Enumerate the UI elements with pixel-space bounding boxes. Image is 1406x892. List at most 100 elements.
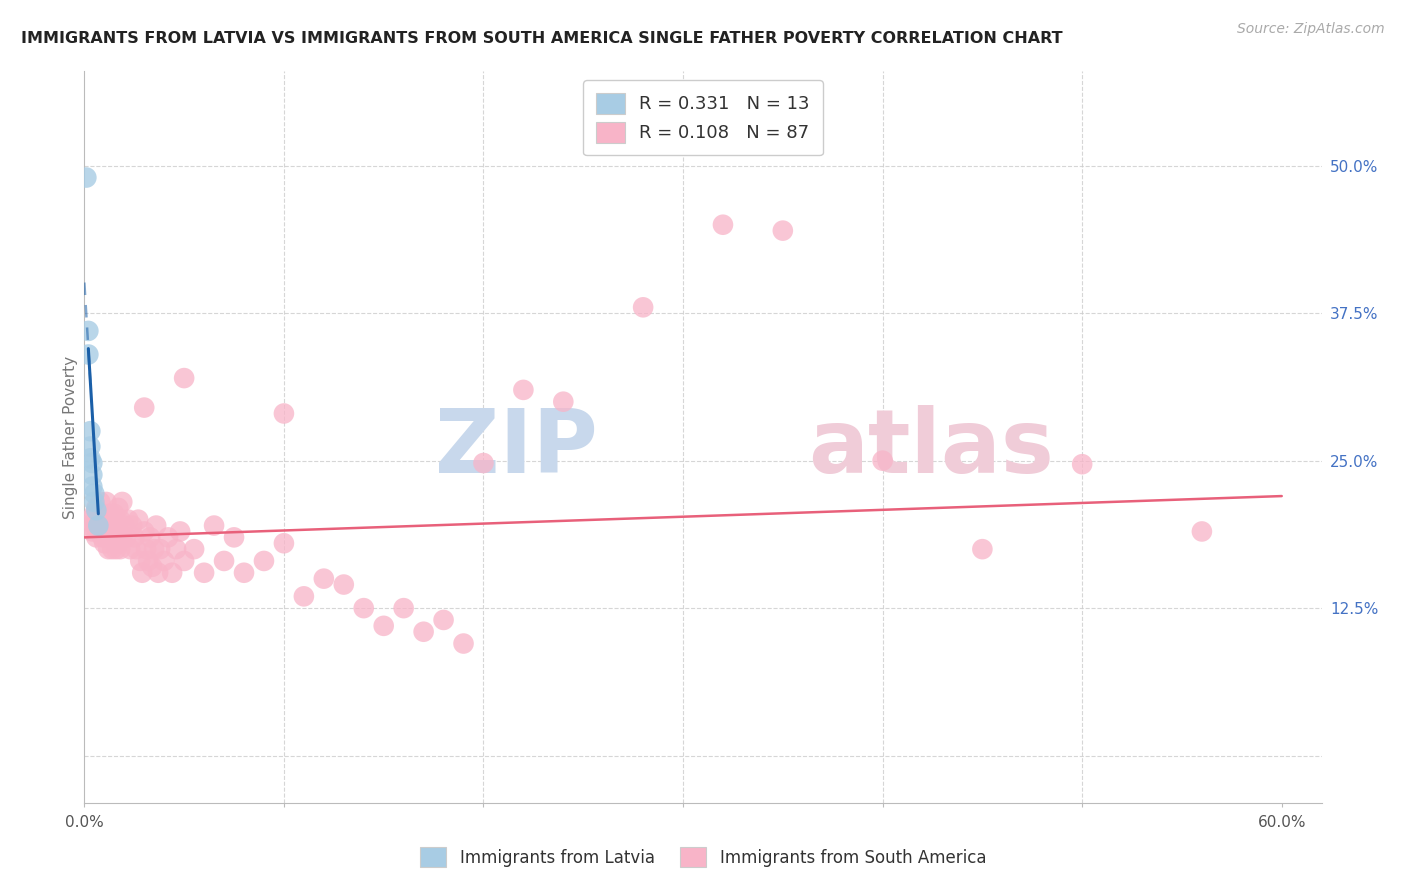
Point — [129, 554, 152, 568]
Point — [412, 624, 434, 639]
Point — [392, 601, 415, 615]
Point — [233, 566, 256, 580]
Point — [111, 530, 134, 544]
Point — [115, 530, 138, 544]
Point — [77, 324, 100, 338]
Point — [83, 495, 105, 509]
Point — [134, 401, 156, 415]
Point — [79, 440, 101, 454]
Point — [373, 619, 395, 633]
Point — [112, 518, 135, 533]
Point — [212, 554, 235, 568]
Point — [82, 524, 104, 539]
Point — [165, 542, 187, 557]
Point — [110, 542, 132, 557]
Point — [93, 536, 115, 550]
Point — [169, 524, 191, 539]
Point — [98, 507, 121, 521]
Point — [83, 507, 105, 521]
Point — [512, 383, 534, 397]
Point — [711, 218, 734, 232]
Point — [292, 590, 315, 604]
Point — [107, 536, 129, 550]
Point — [87, 518, 110, 533]
Point — [353, 601, 375, 615]
Point — [153, 554, 176, 568]
Point — [93, 518, 115, 533]
Point — [148, 566, 170, 580]
Point — [83, 486, 105, 500]
Point — [75, 170, 97, 185]
Point — [105, 518, 128, 533]
Point — [472, 456, 495, 470]
Point — [134, 524, 156, 539]
Point — [333, 577, 356, 591]
Point — [101, 518, 124, 533]
Point — [79, 513, 101, 527]
Point — [1191, 524, 1213, 539]
Point — [120, 542, 142, 557]
Point — [110, 513, 132, 527]
Point — [82, 480, 104, 494]
Point — [312, 572, 335, 586]
Point — [96, 530, 118, 544]
Point — [97, 513, 120, 527]
Point — [87, 513, 110, 527]
Point — [82, 456, 104, 470]
Point — [103, 507, 125, 521]
Point — [103, 530, 125, 544]
Point — [127, 513, 149, 527]
Point — [87, 524, 110, 539]
Point — [253, 554, 276, 568]
Point — [273, 536, 295, 550]
Point — [553, 394, 575, 409]
Point — [631, 301, 654, 315]
Point — [136, 554, 159, 568]
Point — [125, 542, 148, 557]
Point — [107, 500, 129, 515]
Point — [273, 407, 295, 421]
Legend: Immigrants from Latvia, Immigrants from South America: Immigrants from Latvia, Immigrants from … — [412, 839, 994, 875]
Point — [111, 495, 134, 509]
Point — [117, 513, 139, 527]
Text: atlas: atlas — [808, 405, 1054, 491]
Point — [145, 518, 167, 533]
Point — [202, 518, 225, 533]
Point — [173, 371, 195, 385]
Point — [86, 503, 108, 517]
Point — [135, 542, 157, 557]
Point — [91, 530, 114, 544]
Point — [1071, 457, 1094, 471]
Point — [121, 518, 143, 533]
Point — [89, 518, 111, 533]
Point — [131, 566, 153, 580]
Point — [122, 530, 145, 544]
Point — [222, 530, 245, 544]
Point — [453, 636, 475, 650]
Point — [96, 495, 118, 509]
Point — [872, 453, 894, 467]
Point — [98, 530, 121, 544]
Point — [972, 542, 994, 557]
Point — [432, 613, 454, 627]
Text: Source: ZipAtlas.com: Source: ZipAtlas.com — [1237, 22, 1385, 37]
Point — [83, 518, 105, 533]
Text: ZIP: ZIP — [434, 405, 598, 491]
Point — [97, 542, 120, 557]
Point — [79, 451, 101, 466]
Point — [82, 467, 104, 482]
Point — [141, 559, 163, 574]
Point — [173, 554, 195, 568]
Point — [193, 566, 215, 580]
Point — [86, 530, 108, 544]
Point — [183, 542, 205, 557]
Point — [86, 500, 108, 515]
Point — [105, 542, 128, 557]
Text: IMMIGRANTS FROM LATVIA VS IMMIGRANTS FROM SOUTH AMERICA SINGLE FATHER POVERTY CO: IMMIGRANTS FROM LATVIA VS IMMIGRANTS FRO… — [21, 31, 1063, 46]
Point — [157, 530, 180, 544]
Point — [143, 542, 166, 557]
Point — [91, 507, 114, 521]
Point — [101, 542, 124, 557]
Point — [77, 518, 100, 533]
Point — [160, 566, 183, 580]
